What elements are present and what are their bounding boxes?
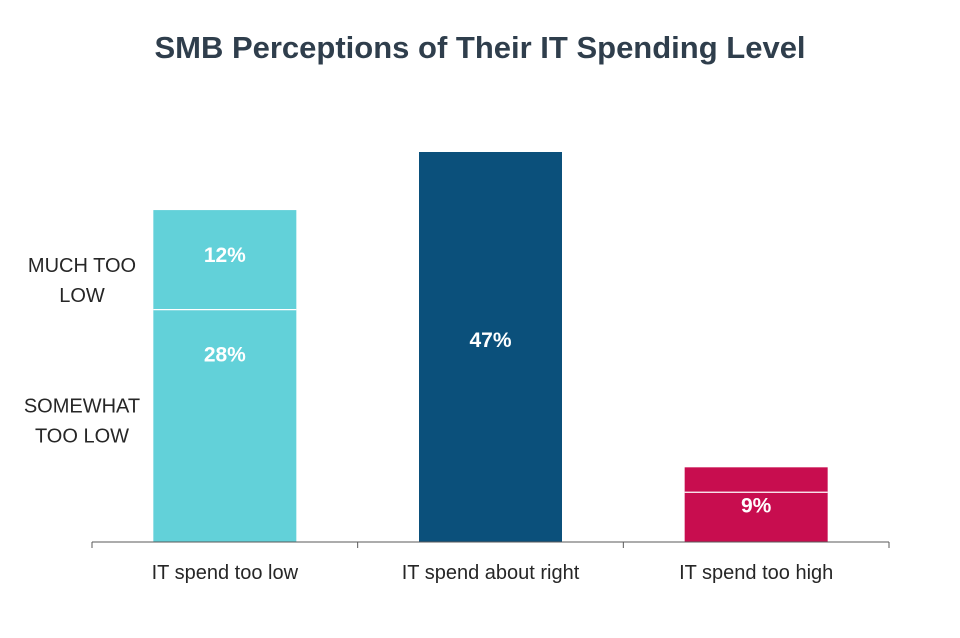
bar-segment-it-spend-about-right-about-right — [419, 152, 562, 542]
chart-title: SMB Perceptions of Their IT Spending Lev… — [154, 30, 805, 65]
labels-layer: 28% 12% 47% 9% MUCH TOO LOW SOMEWHAT TOO LOW — [24, 244, 772, 517]
segment-label-line: SOMEWHAT — [24, 396, 140, 418]
segment-label-line: MUCH TOO — [28, 255, 136, 277]
data-label: 12% — [204, 244, 246, 267]
data-label: 28% — [204, 344, 246, 367]
bars-layer — [153, 152, 828, 542]
bar-segment-it-spend-too-high-somewhat-too-high — [684, 492, 828, 542]
bar-segment-it-spend-too-low-much-too-low — [153, 210, 297, 310]
segment-label-somewhat-too-low: SOMEWHAT TOO LOW — [24, 396, 140, 448]
bar-segment-it-spend-too-high-much-too-high — [684, 467, 828, 493]
bar-segment-it-spend-too-low-somewhat-too-low — [153, 309, 297, 542]
data-label-total: 9% — [741, 494, 772, 517]
segment-label-line: TOO LOW — [35, 426, 129, 448]
x-tick-label-it-spend-too-high: IT spend too high — [679, 562, 833, 584]
x-tick-label-it-spend-about-right: IT spend about right — [402, 562, 580, 584]
x-tick-label-it-spend-too-low: IT spend too low — [152, 562, 299, 584]
segment-label-line: LOW — [59, 285, 105, 307]
data-label: 47% — [469, 329, 511, 352]
x-axis: IT spend too low IT spend about right IT s… — [91, 541, 890, 584]
segment-label-much-too-low: MUCH TOO LOW — [28, 255, 136, 307]
